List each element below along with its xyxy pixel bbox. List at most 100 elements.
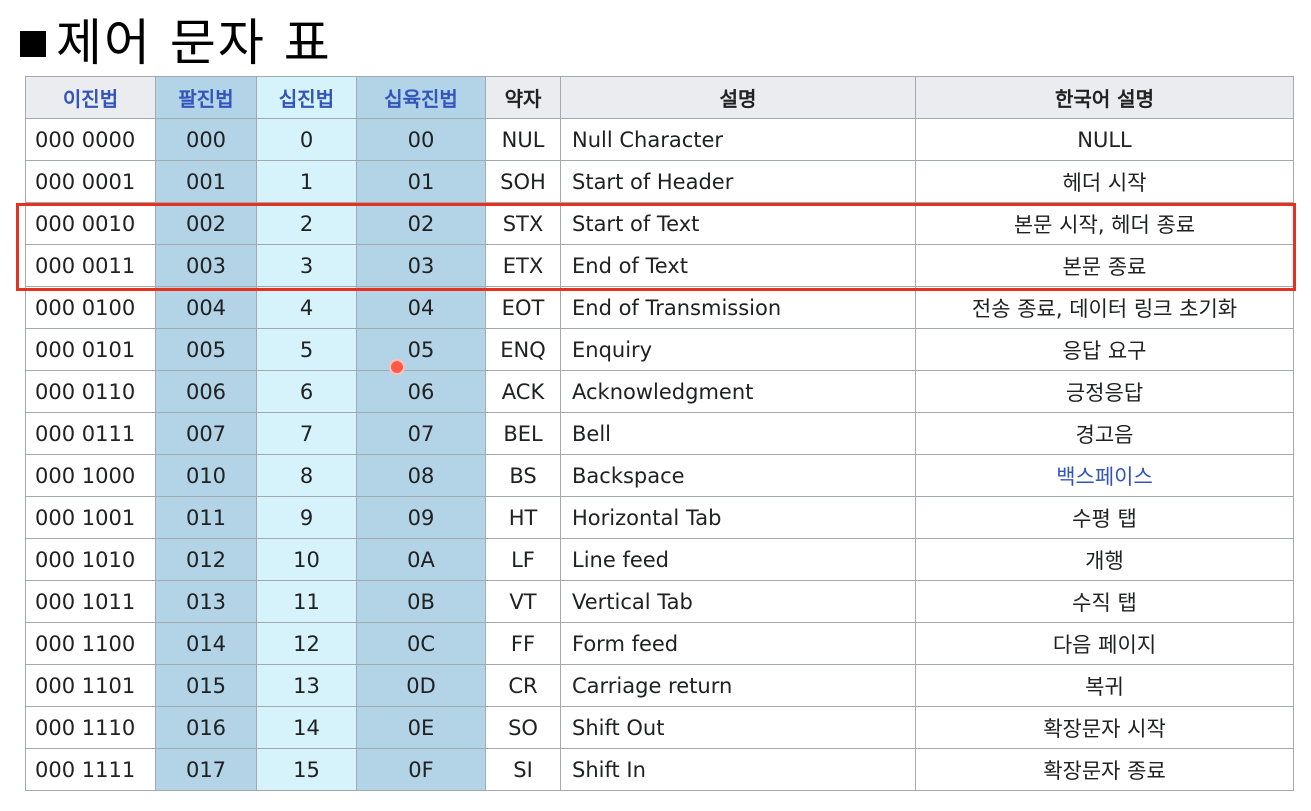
cell-binary: 000 1100	[25, 622, 156, 665]
cell-hex: 0D	[356, 664, 486, 707]
cell-description: Shift In	[560, 748, 916, 791]
cell-octal: 014	[155, 622, 257, 665]
cell-binary: 000 0110	[25, 370, 156, 413]
cell-description: End of Text	[560, 244, 916, 287]
header-decimal[interactable]: 십진법	[256, 76, 357, 119]
cell-octal: 005	[155, 328, 257, 371]
cell-decimal: 5	[256, 328, 357, 371]
cell-decimal: 14	[256, 706, 357, 749]
cell-decimal: 0	[256, 118, 357, 161]
cell-abbr: EOT	[485, 286, 561, 329]
cell-decimal: 6	[256, 370, 357, 413]
table-row: 000 1101 015 13 0D CR Carriage return 복귀	[25, 664, 1294, 707]
cell-decimal: 3	[256, 244, 357, 287]
cell-decimal: 9	[256, 496, 357, 539]
cell-octal: 017	[155, 748, 257, 791]
cell-description: Acknowledgment	[560, 370, 916, 413]
cell-binary: 000 0000	[25, 118, 156, 161]
cell-description: Vertical Tab	[560, 580, 916, 623]
cell-octal: 016	[155, 706, 257, 749]
cell-korean: 본문 종료	[915, 244, 1294, 287]
cell-hex: 07	[356, 412, 486, 455]
cell-description: Bell	[560, 412, 916, 455]
cell-korean: 복귀	[915, 664, 1294, 707]
cell-abbr: VT	[485, 580, 561, 623]
cell-hex: 04	[356, 286, 486, 329]
cell-korean: 본문 시작, 헤더 종료	[915, 202, 1294, 245]
cell-korean: 확장문자 시작	[915, 706, 1294, 749]
cell-description: Form feed	[560, 622, 916, 665]
table-row: 000 0100 004 4 04 EOT End of Transmission 전송 종…	[25, 286, 1294, 329]
header-hex[interactable]: 십육진법	[356, 76, 486, 119]
table-row: 000 1010 012 10 0A LF Line feed 개행	[25, 538, 1294, 581]
cell-korean: 수직 탭	[915, 580, 1294, 623]
cell-decimal: 15	[256, 748, 357, 791]
cell-abbr: SO	[485, 706, 561, 749]
header-octal[interactable]: 팔진법	[155, 76, 257, 119]
cell-korean: 경고음	[915, 412, 1294, 455]
cell-korean: NULL	[915, 118, 1294, 161]
table-row: 000 0011 003 3 03 ETX End of Text 본문 종료	[25, 244, 1294, 287]
cell-abbr: NUL	[485, 118, 561, 161]
cell-decimal: 7	[256, 412, 357, 455]
table-row: 000 0110 006 6 06 ACK Acknowledgment 긍정응답	[25, 370, 1294, 413]
header-korean: 한국어 설명	[915, 76, 1294, 119]
cell-binary: 000 0010	[25, 202, 156, 245]
cell-octal: 002	[155, 202, 257, 245]
cell-abbr: ACK	[485, 370, 561, 413]
cell-decimal: 11	[256, 580, 357, 623]
control-character-table: 이진법 팔진법 십진법 십육진법 약자 설명 한국어 설명 000 0000 00…	[25, 76, 1294, 791]
cell-octal: 012	[155, 538, 257, 581]
cell-abbr: SI	[485, 748, 561, 791]
page-title: 제어 문자 표	[20, 4, 332, 74]
table-row: 000 0111 007 7 07 BEL Bell 경고음	[25, 412, 1294, 455]
cell-description: Horizontal Tab	[560, 496, 916, 539]
cell-description: Start of Header	[560, 160, 916, 203]
cell-octal: 003	[155, 244, 257, 287]
cell-hex: 05	[356, 328, 486, 371]
cell-octal: 013	[155, 580, 257, 623]
cell-abbr: STX	[485, 202, 561, 245]
cell-abbr: SOH	[485, 160, 561, 203]
cell-korean[interactable]: 백스페이스	[915, 454, 1294, 497]
mouse-pointer-dot	[391, 361, 403, 373]
header-binary[interactable]: 이진법	[25, 76, 156, 119]
cell-octal: 004	[155, 286, 257, 329]
cell-abbr: ETX	[485, 244, 561, 287]
cell-binary: 000 0001	[25, 160, 156, 203]
cell-abbr: HT	[485, 496, 561, 539]
cell-hex: 0A	[356, 538, 486, 581]
cell-binary: 000 1001	[25, 496, 156, 539]
cell-decimal: 12	[256, 622, 357, 665]
table-row: 000 0000 000 0 00 NUL Null Character NULL	[25, 118, 1294, 161]
table-row: 000 1011 013 11 0B VT Vertical Tab 수직 탭	[25, 580, 1294, 623]
table-row: 000 1111 017 15 0F SI Shift In 확장문자 종료	[25, 748, 1294, 791]
cell-binary: 000 1101	[25, 664, 156, 707]
cell-description: End of Transmission	[560, 286, 916, 329]
cell-hex: 0F	[356, 748, 486, 791]
cell-binary: 000 0101	[25, 328, 156, 371]
cell-abbr: FF	[485, 622, 561, 665]
cell-hex: 0B	[356, 580, 486, 623]
table-header-row: 이진법 팔진법 십진법 십육진법 약자 설명 한국어 설명	[25, 76, 1294, 119]
table-row: 000 0010 002 2 02 STX Start of Text 본문 시작, 헤더 …	[25, 202, 1294, 245]
cell-hex: 01	[356, 160, 486, 203]
cell-description: Enquiry	[560, 328, 916, 371]
cell-abbr: ENQ	[485, 328, 561, 371]
table-row: 000 1100 014 12 0C FF Form feed 다음 페이지	[25, 622, 1294, 665]
cell-decimal: 2	[256, 202, 357, 245]
cell-binary: 000 1011	[25, 580, 156, 623]
cell-korean: 개행	[915, 538, 1294, 581]
cell-octal: 011	[155, 496, 257, 539]
cell-hex: 03	[356, 244, 486, 287]
cell-decimal: 8	[256, 454, 357, 497]
cell-description: Null Character	[560, 118, 916, 161]
cell-korean: 다음 페이지	[915, 622, 1294, 665]
cell-binary: 000 1000	[25, 454, 156, 497]
cell-binary: 000 0011	[25, 244, 156, 287]
cell-hex: 02	[356, 202, 486, 245]
cell-decimal: 1	[256, 160, 357, 203]
cell-hex: 00	[356, 118, 486, 161]
table-row: 000 1001 011 9 09 HT Horizontal Tab 수평 탭	[25, 496, 1294, 539]
cell-korean: 응답 요구	[915, 328, 1294, 371]
